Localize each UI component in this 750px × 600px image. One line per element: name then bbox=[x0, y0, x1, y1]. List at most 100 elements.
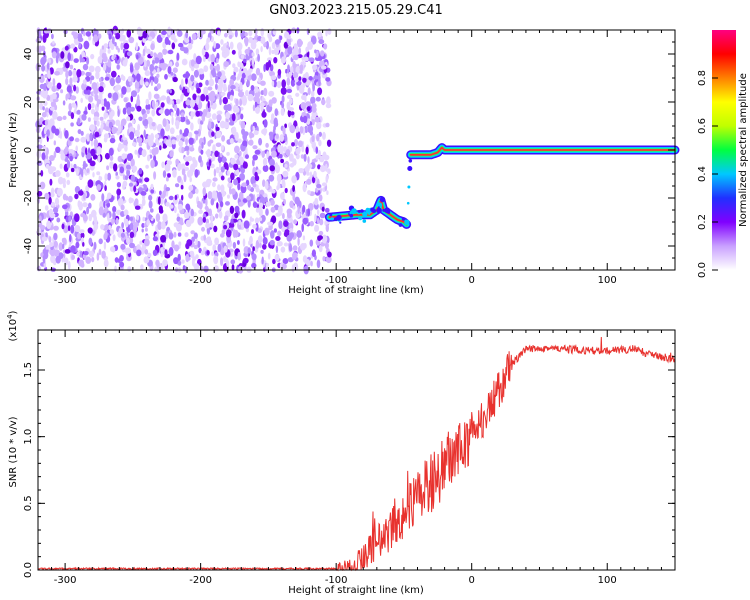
noise-speckle bbox=[249, 131, 253, 139]
noise-speckle bbox=[147, 252, 152, 258]
noise-speckle bbox=[255, 106, 260, 114]
noise-speckle bbox=[109, 137, 116, 144]
noise-speckle bbox=[148, 138, 154, 147]
noise-speckle bbox=[53, 232, 58, 241]
noise-speckle bbox=[282, 126, 286, 135]
noise-speckle bbox=[251, 52, 255, 57]
noise-speckle bbox=[242, 97, 248, 104]
noise-speckle bbox=[235, 98, 239, 107]
noise-speckle bbox=[75, 241, 80, 249]
noise-speckle bbox=[42, 34, 47, 43]
noise-speckle bbox=[117, 258, 121, 263]
noise-speckle bbox=[242, 257, 249, 264]
noise-speckle bbox=[160, 102, 165, 108]
noise-speckle bbox=[51, 33, 54, 40]
noise-speckle bbox=[297, 206, 300, 214]
noise-speckle bbox=[275, 245, 279, 254]
noise-speckle bbox=[299, 64, 304, 71]
noise-speckle bbox=[111, 126, 117, 135]
noise-speckle bbox=[77, 200, 81, 208]
noise-speckle bbox=[96, 171, 101, 176]
noise-speckle bbox=[285, 68, 288, 74]
noise-speckle bbox=[73, 58, 79, 63]
noise-speckle bbox=[161, 30, 167, 35]
noise-speckle bbox=[302, 183, 307, 193]
noise-speckle bbox=[258, 137, 263, 146]
noise-speckle bbox=[115, 217, 119, 225]
noise-speckle bbox=[293, 139, 299, 147]
noise-speckle bbox=[164, 108, 170, 117]
noise-speckle bbox=[237, 138, 242, 144]
noise-speckle bbox=[243, 220, 250, 229]
noise-speckle bbox=[203, 65, 209, 73]
noise-speckle bbox=[202, 216, 206, 223]
signal-speckle bbox=[336, 216, 341, 221]
noise-speckle bbox=[286, 234, 293, 242]
noise-speckle bbox=[230, 157, 236, 165]
noise-speckle bbox=[157, 196, 161, 205]
noise-speckle bbox=[49, 242, 54, 248]
noise-speckle bbox=[89, 124, 95, 131]
noise-speckle bbox=[188, 43, 193, 50]
noise-speckle bbox=[44, 205, 49, 211]
noise-speckle bbox=[240, 156, 244, 166]
noise-speckle bbox=[286, 208, 292, 215]
noise-speckle bbox=[327, 168, 331, 175]
noise-speckle bbox=[102, 212, 106, 218]
noise-speckle bbox=[178, 42, 184, 48]
y-tick-label: 0 bbox=[23, 147, 34, 153]
noise-speckle bbox=[252, 183, 257, 188]
noise-speckle bbox=[180, 78, 184, 88]
noise-speckle bbox=[69, 64, 74, 70]
noise-speckle bbox=[120, 204, 125, 211]
noise-speckle bbox=[56, 187, 63, 197]
noise-speckle bbox=[46, 220, 52, 229]
noise-speckle bbox=[184, 232, 189, 238]
noise-speckle bbox=[103, 241, 107, 250]
noise-speckle bbox=[270, 230, 275, 239]
noise-speckle bbox=[301, 223, 305, 233]
noise-speckle bbox=[254, 171, 258, 178]
noise-speckle bbox=[257, 235, 263, 244]
noise-speckle bbox=[205, 94, 209, 102]
snr-frame bbox=[37, 329, 676, 571]
noise-speckle bbox=[194, 169, 199, 178]
noise-speckle bbox=[302, 73, 307, 79]
noise-speckle bbox=[70, 112, 75, 120]
noise-speckle bbox=[320, 65, 327, 70]
noise-speckle bbox=[176, 107, 180, 117]
noise-speckle bbox=[88, 65, 95, 73]
noise-speckle bbox=[98, 248, 102, 256]
noise-speckle bbox=[278, 154, 283, 159]
noise-speckle bbox=[306, 171, 310, 176]
noise-speckle bbox=[96, 120, 100, 127]
noise-speckle bbox=[87, 103, 92, 111]
noise-speckle bbox=[80, 213, 86, 218]
noise-speckle bbox=[185, 99, 191, 106]
noise-speckle bbox=[277, 68, 282, 76]
noise-speckle bbox=[136, 214, 139, 221]
noise-speckle bbox=[241, 182, 247, 188]
noise-speckle bbox=[264, 180, 269, 190]
noise-speckle bbox=[259, 202, 264, 208]
noise-speckle bbox=[77, 129, 82, 135]
noise-speckle bbox=[177, 232, 182, 237]
noise-speckle bbox=[255, 207, 260, 213]
noise-speckle bbox=[261, 150, 266, 158]
noise-speckle bbox=[208, 78, 215, 87]
noise-speckle bbox=[148, 194, 153, 201]
noise-speckle bbox=[303, 56, 309, 62]
noise-speckle bbox=[286, 94, 292, 100]
noise-speckle bbox=[230, 218, 234, 224]
noise-speckle bbox=[240, 221, 244, 229]
noise-speckle bbox=[302, 115, 308, 124]
noise-speckle bbox=[279, 134, 285, 142]
noise-speckle bbox=[50, 201, 56, 207]
noise-speckle bbox=[93, 215, 97, 223]
noise-speckle bbox=[146, 219, 150, 226]
noise-speckle bbox=[75, 86, 79, 94]
noise-speckle bbox=[217, 243, 222, 253]
noise-speckle bbox=[164, 36, 170, 46]
noise-speckle bbox=[180, 112, 185, 118]
noise-speckle bbox=[237, 61, 241, 67]
